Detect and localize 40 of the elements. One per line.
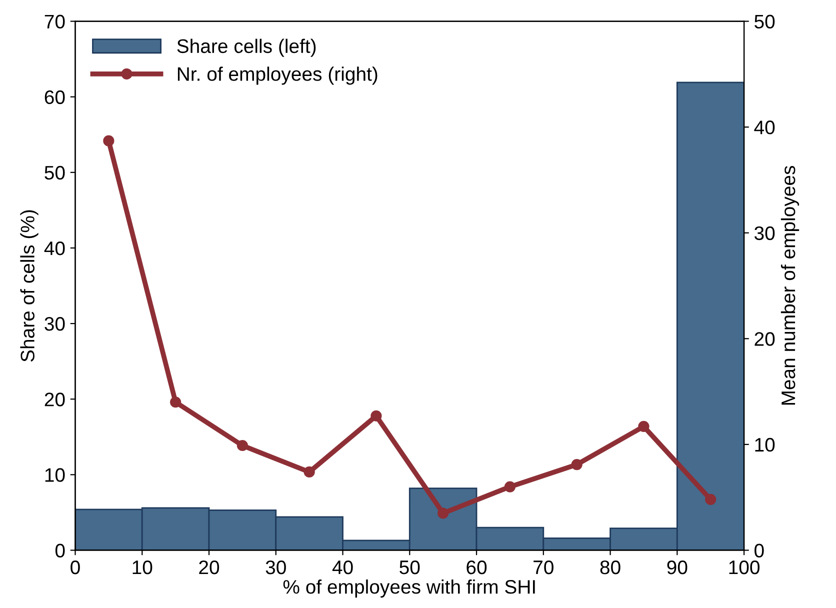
x-tick-label: 10	[132, 560, 152, 574]
y-tick-label: 70	[44, 14, 65, 29]
point	[370, 410, 382, 422]
y2-tick-label: 20	[754, 332, 775, 346]
x-tick-label: 90	[667, 560, 688, 574]
x-tick-label: 20	[199, 560, 220, 574]
y2-tick-label: 30	[754, 226, 775, 240]
y2-tick-label: 50	[754, 14, 775, 29]
x-tick-label: 100	[729, 560, 760, 574]
x-tick-label: 0	[70, 560, 80, 574]
legend-label: Share cells (left)	[177, 38, 316, 57]
point	[103, 135, 114, 146]
point	[304, 466, 315, 478]
point	[571, 458, 582, 470]
y2-tick-label: 40	[754, 120, 775, 134]
y-tick-label: 40	[44, 241, 65, 256]
y-tick-label: 50	[44, 166, 65, 180]
y2-tick-label: 10	[755, 438, 775, 452]
legend-label: Nr. of employees (right)	[178, 66, 378, 85]
point	[638, 420, 650, 432]
y-tick-label: 0	[55, 544, 65, 558]
point	[236, 440, 248, 452]
y2-tick-label: 0	[754, 544, 764, 558]
x-tick-label: 80	[600, 560, 620, 574]
x-tick-label: 30	[266, 560, 286, 574]
x-tick-label: 70	[534, 560, 554, 574]
x-tick-label: 50	[400, 560, 420, 574]
point	[170, 396, 182, 408]
y-tick-label: 60	[44, 90, 65, 104]
x-tick-label: 60	[466, 560, 487, 574]
x-tick-label: 40	[332, 560, 353, 574]
y-tick-label: 10	[45, 468, 65, 482]
point	[438, 508, 449, 519]
x-axis-title: % of employees with firm SHI	[283, 579, 535, 598]
point	[504, 481, 516, 492]
y-axis-title: Share of cells (%)	[20, 210, 38, 362]
y-tick-label: 30	[44, 317, 65, 331]
y2-axis-title: Mean number of employees	[780, 166, 800, 405]
y-tick-label: 20	[44, 392, 65, 406]
point	[705, 494, 716, 506]
